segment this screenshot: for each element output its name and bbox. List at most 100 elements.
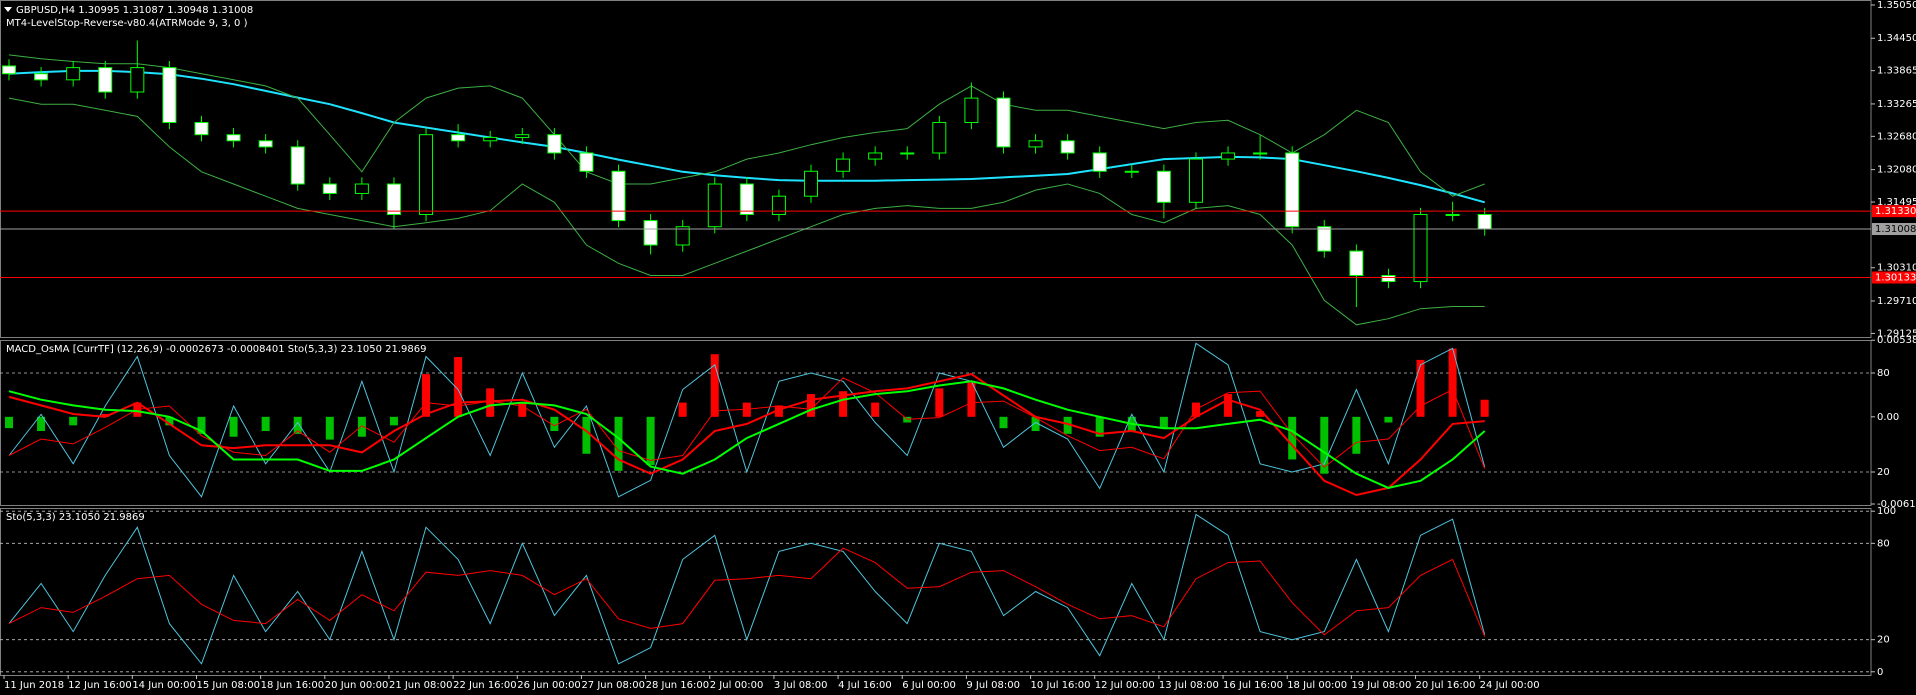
candle-body (1477, 214, 1492, 230)
y-tick-label: 1.30310 (1877, 263, 1916, 274)
histogram-bar (1480, 399, 1489, 417)
candle-body (290, 146, 305, 185)
y-tick-label: 1.32080 (1877, 165, 1916, 176)
candle-body (739, 183, 754, 216)
histogram-bar (839, 391, 848, 417)
histogram-bar (1063, 416, 1072, 434)
candle-body (66, 67, 81, 81)
candle-body (932, 121, 947, 154)
candle-body (194, 121, 209, 136)
candle-body (1060, 140, 1075, 154)
y-tick-label: 1.35050 (1877, 0, 1916, 11)
histogram-bar (967, 382, 976, 417)
histogram-bar (1159, 416, 1168, 429)
chart-title: MACD_OsMA [CurrTF] (12,26,9) -0.0002673 … (6, 344, 427, 355)
x-tick-label: 18 Jun 16:00 (261, 680, 325, 691)
histogram-bar (774, 405, 783, 417)
candle-body (1028, 140, 1043, 148)
y-tick-label: 20 (1877, 635, 1890, 646)
x-tick-label: 18 Jul 00:00 (1287, 680, 1347, 691)
candle-body (1221, 152, 1236, 160)
histogram-bar (422, 374, 431, 417)
candle-body (2, 65, 16, 75)
histogram-bar (325, 416, 334, 440)
indicator-line (8, 97, 1485, 326)
y-tick-label: 1.29710 (1877, 296, 1916, 307)
collapse-icon[interactable] (4, 7, 12, 12)
x-tick-label: 3 Jul 08:00 (774, 680, 828, 691)
candle-body (707, 183, 722, 228)
x-tick-label: 20 Jul 16:00 (1416, 680, 1476, 691)
candle-body (162, 67, 177, 123)
candle-body (451, 134, 466, 142)
y-tick-label: 100 (1877, 506, 1896, 517)
candle-body (996, 97, 1011, 148)
candle-body (900, 152, 915, 155)
indicator-line (8, 54, 1485, 197)
candle-body (1445, 214, 1460, 217)
candle-body (1317, 226, 1332, 252)
y-tick-label: 1.31495 (1877, 197, 1916, 208)
histogram-bar (1352, 416, 1361, 454)
y-tick-label: 80 (1877, 538, 1890, 549)
x-tick-label: 2 Jul 00:00 (710, 680, 764, 691)
x-tick-label: 11 Jun 2018 (4, 680, 64, 691)
candle-body (1285, 152, 1300, 228)
x-tick-label: 13 Jul 08:00 (1159, 680, 1219, 691)
chart-title: Sto(5,3,3) 23.1050 21.9869 (6, 512, 145, 523)
histogram-bar (582, 416, 591, 454)
histogram-bar (5, 416, 13, 429)
candle-body (868, 152, 883, 160)
x-tick-label: 10 Jul 16:00 (1031, 680, 1091, 691)
x-tick-label: 14 Jun 00:00 (132, 680, 196, 691)
histogram-bar (1320, 416, 1329, 474)
y-tick-label: 1.34450 (1877, 33, 1916, 44)
candle-body (675, 226, 690, 246)
candle-body (611, 170, 626, 222)
x-tick-label: 12 Jul 00:00 (1095, 680, 1155, 691)
candle-body (386, 183, 401, 216)
histogram-bar (69, 416, 78, 426)
price-label: 1.30133 (1875, 273, 1916, 284)
stochastic-line (8, 513, 1486, 665)
stochastic-overlay (8, 342, 1486, 498)
histogram-bar (486, 388, 495, 417)
candle-body (1092, 152, 1107, 172)
x-tick-label: 22 Jun 16:00 (453, 680, 517, 691)
candle-body (1253, 152, 1268, 155)
macd-line (8, 373, 1485, 497)
histogram-bar (678, 402, 687, 417)
histogram-bar (1224, 394, 1233, 417)
x-tick-label: 19 Jul 08:00 (1351, 680, 1411, 691)
candle-body (226, 134, 241, 142)
y-tick-label: 0.005383 (1877, 335, 1916, 346)
y-tick-label: 1.32680 (1877, 131, 1916, 142)
histogram-bar (1384, 416, 1393, 423)
candle-body (258, 140, 273, 148)
histogram-bar (935, 388, 944, 417)
x-tick-label: 16 Jul 16:00 (1223, 680, 1283, 691)
histogram-bar (101, 413, 110, 417)
candle-body (1349, 250, 1364, 276)
histogram-bar (389, 416, 398, 426)
histogram-bar (293, 416, 302, 434)
candle-body (354, 183, 369, 194)
x-tick-label: 6 Jul 00:00 (902, 680, 956, 691)
histogram-bar (871, 402, 880, 417)
x-tick-label: 21 Jun 08:00 (389, 680, 453, 691)
y-tick-label: -0.006130 (1877, 499, 1916, 510)
candle-body (1381, 274, 1396, 283)
candle-body (1124, 170, 1139, 173)
candle-body (1156, 170, 1171, 203)
stochastic-overlay (8, 377, 1486, 469)
candle-body (836, 158, 851, 172)
candle-body (130, 67, 145, 93)
histogram-bar (1256, 411, 1265, 417)
x-tick-label: 27 Jun 08:00 (581, 680, 645, 691)
x-tick-label: 9 Jul 08:00 (966, 680, 1020, 691)
candle-body (34, 73, 49, 81)
pane-border (0, 508, 1872, 676)
candle-body (643, 220, 658, 246)
x-tick-label: 20 Jun 00:00 (325, 680, 389, 691)
